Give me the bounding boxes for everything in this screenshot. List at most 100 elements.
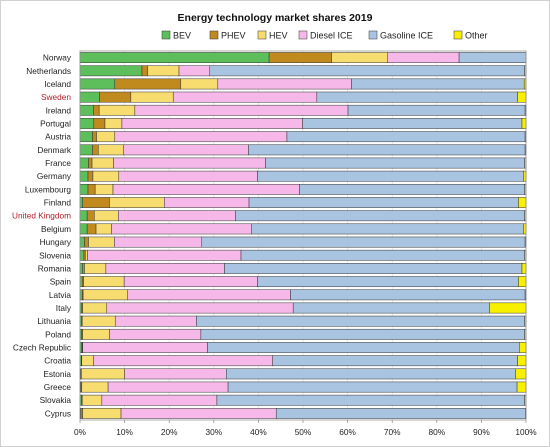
bar-slovenia-hev xyxy=(85,249,88,261)
bar-belgium-gasoline-ice xyxy=(251,223,525,235)
bar-iceland-phev xyxy=(114,78,182,90)
bar-united-kingdom-hev xyxy=(94,210,119,222)
bar-sweden-other xyxy=(517,91,527,103)
bar-france-bev xyxy=(79,157,89,169)
bar-finland-bev xyxy=(79,197,83,208)
x-axis-ticks: 0% 10% 20% 30% 40% 50% 60% 70% 80% 90% 100% xyxy=(74,420,537,437)
bar-romania-phev xyxy=(82,263,85,274)
x-tick-label-60: 60% xyxy=(339,427,356,437)
bar-hungary-bev xyxy=(79,236,85,248)
bar-croatia-other xyxy=(517,355,527,367)
category-label-cyprus: Cyprus xyxy=(45,408,71,418)
bar-spain-other xyxy=(518,276,527,288)
chart-title: Energy technology market shares 2019 xyxy=(178,12,373,24)
bar-sweden-gasoline-ice xyxy=(316,91,518,103)
bar-austria-hev xyxy=(96,131,116,143)
bar-finland-phev xyxy=(82,197,110,208)
bar-hungary-diesel-ice xyxy=(114,236,203,248)
bar-france-gasoline-ice xyxy=(265,157,525,169)
x-tick-label-80: 80% xyxy=(428,427,445,437)
legend-label-bev: BEV xyxy=(173,31,191,41)
bar-belgium-diesel-ice xyxy=(111,223,252,235)
bar-spain-diesel-ice xyxy=(123,276,258,288)
bar-lithuania-diesel-ice xyxy=(114,315,197,327)
bar-italy-gasoline-ice xyxy=(292,302,490,314)
category-label-netherlands: Netherlands xyxy=(26,66,71,76)
bar-slovenia-gasoline-ice xyxy=(240,249,525,261)
legend-label-hev: HEV xyxy=(269,31,288,41)
bar-united-kingdom-phev xyxy=(86,210,95,222)
x-tick-label-40: 40% xyxy=(250,427,267,437)
bar-norway-hev xyxy=(331,52,388,63)
bar-united-kingdom-gasoline-ice xyxy=(235,210,525,222)
bar-greece-diesel-ice xyxy=(107,381,229,393)
bar-slovenia-bev xyxy=(79,249,85,261)
bar-cyprus-gasoline-ice xyxy=(275,408,526,419)
legend-swatch-other xyxy=(453,30,463,40)
category-label-lithuania: Lithuania xyxy=(37,316,71,326)
bar-lithuania-gasoline-ice xyxy=(196,315,525,327)
bar-netherlands-bev xyxy=(79,65,143,77)
bar-denmark-gasoline-ice xyxy=(248,144,526,156)
bar-greece-hev xyxy=(81,381,109,393)
legend-swatch-gasoline-ice xyxy=(368,30,378,40)
category-label-norway: Norway xyxy=(43,53,72,63)
bar-czech-republic-other xyxy=(519,342,527,353)
bar-austria-phev xyxy=(92,131,97,143)
bar-croatia-hev xyxy=(81,355,94,367)
plot-frame xyxy=(79,50,527,421)
bar-iceland-bev xyxy=(79,78,116,90)
bar-germany-phev xyxy=(87,170,94,182)
bar-latvia-diesel-ice xyxy=(127,289,291,301)
bar-greece-other xyxy=(516,381,527,393)
bar-denmark-phev xyxy=(92,144,99,156)
bar-slovakia-gasoline-ice xyxy=(216,394,525,406)
bar-austria-bev xyxy=(79,131,93,143)
bar-sweden-diesel-ice xyxy=(172,91,318,103)
bar-norway-diesel-ice xyxy=(387,52,460,63)
bar-estonia-gasoline-ice xyxy=(226,368,516,380)
bar-norway-gasoline-ice xyxy=(458,52,527,63)
bar-netherlands-diesel-ice xyxy=(178,65,211,77)
bar-slovenia-diesel-ice xyxy=(87,249,242,261)
bar-iceland-diesel-ice xyxy=(217,78,352,90)
bar-romania-bev xyxy=(79,263,83,274)
x-tick-label-30: 30% xyxy=(205,427,222,437)
bar-romania-diesel-ice xyxy=(105,263,225,274)
bar-italy-hev xyxy=(82,302,108,314)
bar-austria-gasoline-ice xyxy=(286,131,526,143)
bar-hungary-gasoline-ice xyxy=(201,236,526,248)
legend: BEV PHEV HEV Diesel ICE Gasoline ICE Other xyxy=(161,30,488,41)
bar-poland-gasoline-ice xyxy=(200,328,525,340)
bar-austria-diesel-ice xyxy=(114,131,288,143)
bar-united-kingdom-diesel-ice xyxy=(118,210,236,222)
bar-cyprus-hev xyxy=(82,408,122,419)
x-tick-label-100: 100% xyxy=(515,427,537,437)
bar-cyprus-phev xyxy=(80,408,83,419)
bar-slovakia-diesel-ice xyxy=(101,394,218,406)
bar-sweden-phev xyxy=(99,91,132,103)
bar-latvia-gasoline-ice xyxy=(290,289,526,301)
bar-slovakia-hev xyxy=(81,394,103,406)
category-label-croatia: Croatia xyxy=(44,356,71,366)
bar-portugal-hev xyxy=(104,118,123,129)
bar-portugal-diesel-ice xyxy=(121,118,303,129)
bar-spain-hev xyxy=(83,276,125,288)
category-label-hungary: Hungary xyxy=(40,237,72,247)
bar-ireland-gasoline-ice xyxy=(347,104,526,116)
x-tick-label-50: 50% xyxy=(295,427,312,437)
bar-ireland-diesel-ice xyxy=(134,104,349,116)
bar-lithuania-hev xyxy=(81,315,116,327)
category-labels: Norway Netherlands Iceland Sweden Ireland Por… xyxy=(12,53,72,419)
category-label-austria: Austria xyxy=(45,132,71,142)
bar-sweden-bev xyxy=(79,91,100,103)
bar-czech-republic-diesel-ice xyxy=(82,342,208,353)
legend-swatch-phev xyxy=(209,30,219,40)
category-label-belgium: Belgium xyxy=(41,224,71,234)
bar-netherlands-gasoline-ice xyxy=(209,65,525,77)
category-label-poland: Poland xyxy=(45,329,71,339)
category-label-france: France xyxy=(45,158,71,168)
bar-finland-gasoline-ice xyxy=(248,197,519,208)
category-label-slovenia: Slovenia xyxy=(39,250,71,260)
